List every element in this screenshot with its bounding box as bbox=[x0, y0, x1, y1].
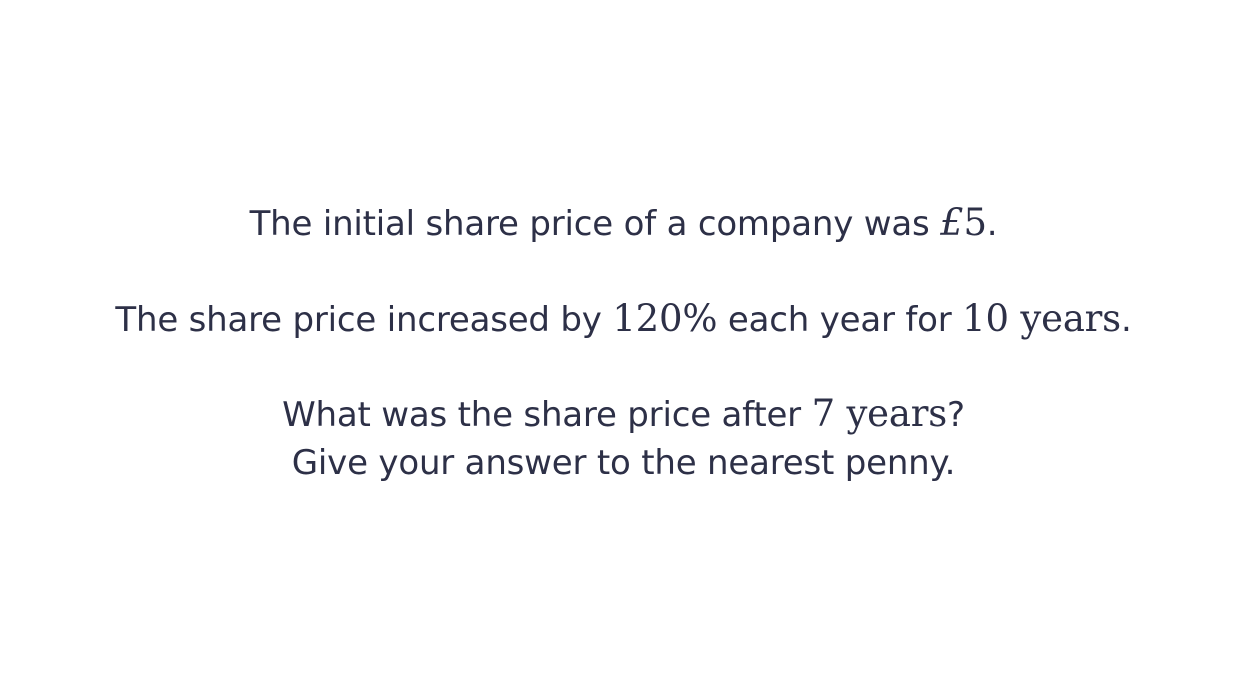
question-line-ask: What was the share price after 7 years? bbox=[0, 392, 1247, 437]
increase-years-number: 10 bbox=[962, 297, 1009, 340]
ask-question-mark: ? bbox=[947, 395, 965, 435]
increase-years-unit: years bbox=[1020, 297, 1121, 340]
instruction-text: Give your answer to the nearest penny. bbox=[291, 443, 956, 483]
question-line-initial-price: The initial share price of a company was… bbox=[0, 201, 1247, 246]
initial-price-period: . bbox=[986, 204, 998, 244]
question-line-instruction: Give your answer to the nearest penny. bbox=[0, 441, 1247, 485]
ask-years-unit: years bbox=[846, 392, 948, 435]
initial-price-text: The initial share price of a company was bbox=[249, 204, 941, 244]
increase-text: The share price increased by bbox=[115, 300, 613, 340]
initial-price-amount: 5 bbox=[963, 201, 987, 244]
increase-middle-text: each year for bbox=[717, 300, 963, 340]
increase-percent: 120% bbox=[612, 297, 718, 340]
currency-symbol: £ bbox=[940, 201, 964, 244]
ask-text: What was the share price after bbox=[282, 395, 812, 435]
increase-period: . bbox=[1120, 300, 1132, 340]
ask-years-number: 7 bbox=[811, 392, 836, 435]
question-line-increase: The share price increased by 120% each y… bbox=[0, 297, 1247, 342]
